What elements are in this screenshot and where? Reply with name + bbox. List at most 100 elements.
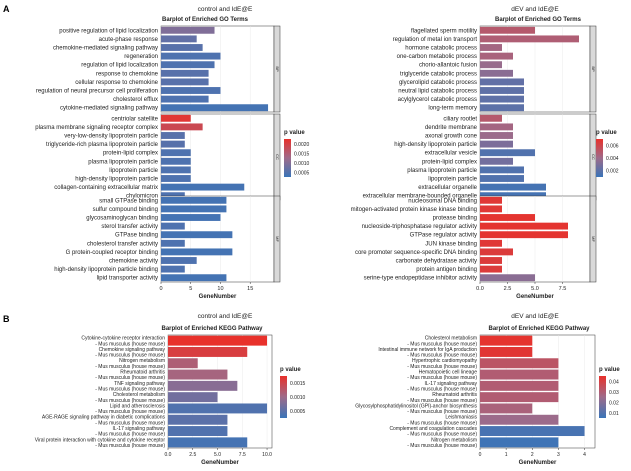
chart-title: Barplot of Enriched KEGG Pathway [161, 326, 263, 332]
y-tick-label: positive regulation of lipid localizatio… [59, 28, 158, 34]
y-tick-label: extracellular organelle [418, 185, 477, 191]
bar [480, 231, 568, 239]
y-tick-label: - Mus musculus (house mouse) [407, 409, 477, 415]
bar [480, 69, 513, 77]
facet-strip-label: MF [591, 236, 596, 242]
chart-title: Barplot of Enriched GO Terms [162, 17, 249, 23]
y-tick-label: - Mus musculus (house mouse) [407, 432, 477, 438]
bar [161, 222, 185, 230]
bar [480, 358, 559, 369]
bar [161, 26, 215, 34]
y-tick-label: protein-lipid complex [103, 151, 158, 157]
legend-colorbar [284, 139, 291, 177]
y-tick-label: AGE-RAGE signaling pathway in diabetic c… [42, 415, 166, 421]
panel-letter-b: B [3, 314, 10, 324]
legend-tick-label: 0.0015 [290, 381, 306, 387]
facet-strip-label: CC [591, 154, 596, 160]
bar [168, 437, 248, 448]
y-tick-label: sulfur compound binding [93, 207, 158, 213]
y-tick-label: protein antigen binding [416, 267, 477, 273]
bar [161, 69, 209, 77]
y-tick-label: - Mus musculus (house mouse) [95, 443, 165, 449]
facet-strip-label: BP [275, 66, 280, 72]
bar [480, 192, 546, 200]
bar [480, 157, 513, 165]
legend-tick-label: 0.0020 [294, 142, 310, 148]
y-tick-label: Cytokine-cytokine receptor interaction [81, 336, 165, 342]
x-tick-label: 0 [159, 286, 162, 292]
y-tick-label: - Mus musculus (house mouse) [407, 386, 477, 392]
bar [161, 196, 227, 204]
kegg-barplot-dev: dEV and IdE@E Barplot of Enriched KEGG Pa… [355, 313, 620, 466]
bar [161, 265, 185, 273]
facet-strip-label: MF [275, 236, 280, 242]
bar [161, 140, 185, 148]
bar [161, 61, 215, 69]
bar [480, 369, 559, 380]
y-tick-label: lipoprotein particle [428, 177, 477, 183]
legend-tick-label: 0.0005 [294, 170, 310, 176]
bar [168, 426, 228, 437]
y-tick-label: - Mus musculus (house mouse) [95, 432, 165, 438]
legend-title: p value [284, 130, 305, 136]
y-tick-label: core promoter sequence-specific DNA bind… [355, 250, 477, 256]
y-tick-label: JUN kinase binding [425, 241, 477, 247]
bar [480, 26, 535, 34]
y-tick-label: Rheumatoid arthritis [120, 370, 165, 376]
bar [480, 104, 524, 112]
legend-colorbar [596, 139, 603, 177]
bar [161, 132, 185, 139]
y-tick-label: - Mus musculus (house mouse) [95, 341, 165, 347]
chart-title: Barplot of Enriched KEGG Pathway [488, 326, 590, 332]
bar [480, 78, 524, 86]
bar [161, 192, 185, 200]
legend-tick-label: 0.004 [606, 156, 619, 162]
y-tick-label: sterol transfer activity [101, 224, 158, 230]
legend-title: p value [596, 130, 617, 136]
y-tick-label: TNF signaling pathway [114, 381, 165, 387]
y-tick-label: - Mus musculus (house mouse) [95, 375, 165, 381]
y-tick-label: - Mus musculus (house mouse) [95, 353, 165, 359]
y-tick-label: neutral lipid catabolic process [398, 89, 477, 95]
y-tick-label: cellular response to chemokine [75, 80, 158, 86]
y-tick-label: nucleoside-triphosphatase regulator acti… [362, 224, 477, 230]
panel-group-title: dEV and IdE@E [511, 313, 559, 320]
go-barplot-control: control and IdE@E Barplot of Enriched GO … [35, 6, 309, 300]
panel-group-title: control and IdE@E [198, 6, 253, 13]
legend-title: p value [280, 367, 301, 373]
y-tick-label: cholesterol transfer activity [87, 241, 158, 247]
y-tick-label: - Mus musculus (house mouse) [95, 364, 165, 370]
x-axis-label: GeneNumber [516, 294, 554, 300]
bar [161, 95, 209, 103]
bar [480, 414, 559, 425]
facet-bp: BP flagellated sperm motility regulation o… [393, 25, 597, 113]
y-tick-label: mitogen-activated protein kinase kinase … [351, 207, 477, 213]
y-tick-label: dendrite membrane [425, 125, 478, 131]
y-tick-label: Rheumatoid arthritis [432, 392, 477, 398]
facet-strip [589, 195, 597, 283]
y-tick-label: response to chemokine [96, 71, 159, 77]
y-tick-label: regulation of neural precursor cell prol… [36, 89, 158, 95]
legend-colorbar [599, 376, 606, 418]
bar [480, 87, 524, 94]
bar [480, 274, 535, 282]
facet-bp: BP positive regulation of lipid localizat… [36, 25, 281, 113]
bar [480, 257, 502, 264]
y-tick-label: small GTPase binding [99, 198, 158, 204]
facet-strip-label: CC [275, 154, 280, 160]
legend-tick-label: 0.01 [609, 411, 619, 417]
y-tick-label: collagen-containing extracellular matrix [54, 185, 158, 191]
bar [161, 166, 191, 174]
bar [161, 157, 191, 165]
x-tick-label: 0.0 [165, 452, 172, 458]
x-tick-label: 10.0 [262, 452, 272, 458]
bar [168, 414, 228, 425]
bar [480, 205, 502, 213]
legend-tick-label: 0.0010 [294, 161, 310, 167]
bar [480, 114, 502, 122]
bar [161, 114, 191, 122]
bar [480, 44, 502, 51]
x-tick-label: 5.0 [531, 286, 539, 292]
y-tick-label: - Mus musculus (house mouse) [407, 398, 477, 404]
